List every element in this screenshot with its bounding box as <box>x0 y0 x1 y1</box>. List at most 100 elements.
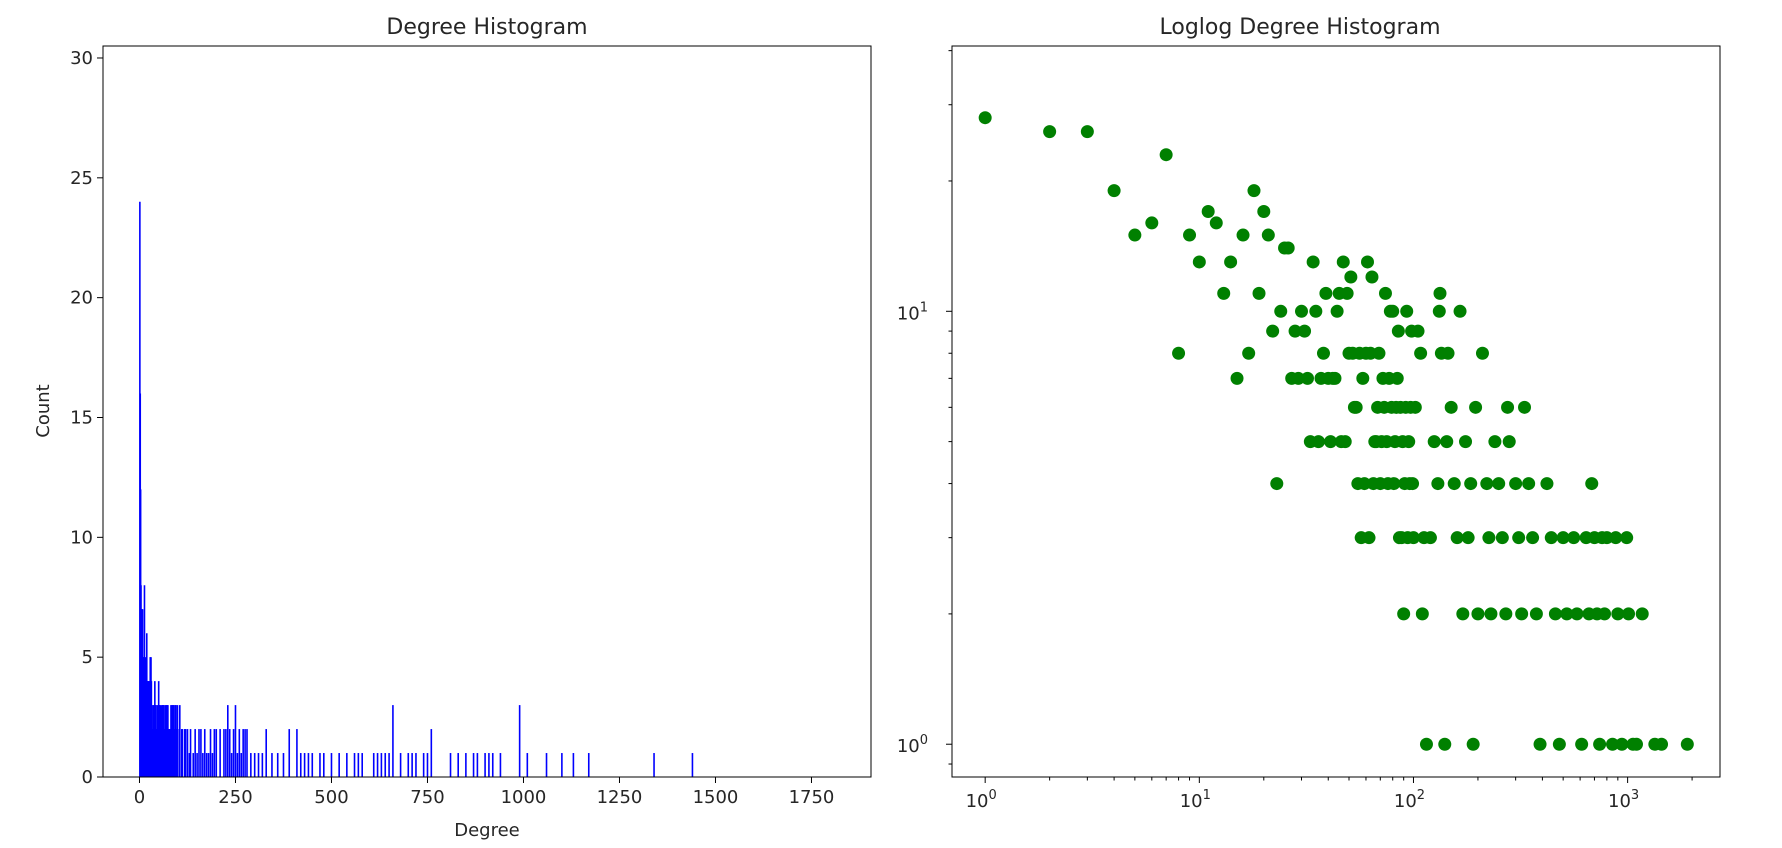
scatter-point <box>1522 477 1536 491</box>
scatter-point <box>1362 531 1376 545</box>
scatter-point <box>1475 346 1489 360</box>
scatter-point <box>1622 607 1636 621</box>
scatter-point <box>1378 286 1392 300</box>
scatter-point <box>1311 435 1325 449</box>
x-tick-label: 0 <box>134 787 145 808</box>
scatter-point <box>1526 531 1540 545</box>
scatter-point <box>1484 607 1498 621</box>
scatter-point <box>1440 435 1454 449</box>
scatter-point <box>1270 477 1284 491</box>
scatter-point <box>1298 324 1312 338</box>
scatter-point <box>1611 607 1625 621</box>
scatter-point <box>1230 371 1244 385</box>
x-tick-label: 250 <box>218 787 252 808</box>
scatter-point <box>1419 737 1433 751</box>
scatter-point <box>1328 371 1342 385</box>
scatter-point <box>1319 286 1333 300</box>
scatter-point <box>1192 255 1206 269</box>
scatter-point <box>1247 184 1261 198</box>
scatter-point <box>1415 607 1429 621</box>
scatter-point <box>1606 737 1620 751</box>
scatter-point <box>1201 205 1215 219</box>
scatter-point <box>1609 531 1623 545</box>
scatter-point <box>1281 241 1295 255</box>
scatter-point <box>1043 125 1057 139</box>
scatter-point <box>1480 477 1494 491</box>
scatter-point <box>1492 477 1506 491</box>
scatter-point <box>1390 371 1404 385</box>
scatter-point <box>1515 607 1529 621</box>
scatter-point <box>1423 531 1437 545</box>
right-chart-points <box>978 111 1694 751</box>
y-tick-label: 101 <box>897 300 928 324</box>
scatter-point <box>1402 435 1416 449</box>
scatter-point <box>1615 737 1629 751</box>
left-chart: Degree Histogram 0 250 500 750 1000 1250 1500 1… <box>33 15 872 841</box>
scatter-point <box>1499 607 1513 621</box>
scatter-point <box>1570 607 1584 621</box>
scatter-point <box>1386 304 1400 318</box>
left-x-axis-ticks: 0 250 500 750 1000 1250 1500 1750 <box>134 777 834 808</box>
scatter-point <box>1529 607 1543 621</box>
scatter-point <box>1560 607 1574 621</box>
y-tick-label: 30 <box>70 48 93 69</box>
scatter-point <box>978 111 992 125</box>
scatter-point <box>1438 737 1452 751</box>
right-chart: Loglog Degree Histogram 100 101 102 103 100… <box>897 15 1721 812</box>
scatter-point <box>1406 477 1420 491</box>
scatter-point <box>1291 371 1305 385</box>
scatter-point <box>1344 270 1358 284</box>
scatter-point <box>1349 400 1363 414</box>
right-chart-title: Loglog Degree Histogram <box>1159 15 1440 40</box>
right-plot-frame <box>951 45 1721 778</box>
scatter-point <box>1338 435 1352 449</box>
scatter-point <box>1447 477 1461 491</box>
scatter-point <box>1533 737 1547 751</box>
left-y-axis-ticks: 0 5 10 15 20 25 30 <box>70 48 103 788</box>
scatter-point <box>1466 737 1480 751</box>
scatter-point <box>1159 148 1173 162</box>
scatter-point <box>1502 435 1516 449</box>
scatter-point <box>1257 205 1271 219</box>
y-tick-label: 15 <box>70 407 93 428</box>
scatter-point <box>1459 435 1473 449</box>
left-plot-frame <box>102 45 872 778</box>
scatter-point <box>1548 607 1562 621</box>
scatter-point <box>1365 270 1379 284</box>
scatter-point <box>1411 324 1425 338</box>
scatter-point <box>1464 477 1478 491</box>
scatter-point <box>1414 346 1428 360</box>
y-tick-label: 20 <box>70 288 93 309</box>
scatter-point <box>1444 400 1458 414</box>
scatter-point <box>1471 607 1485 621</box>
scatter-point <box>1309 304 1323 318</box>
scatter-point <box>1453 304 1467 318</box>
scatter-point <box>1585 477 1599 491</box>
right-y-axis-ticks: 100 101 <box>897 50 952 765</box>
scatter-point <box>1288 324 1302 338</box>
scatter-point <box>1408 400 1422 414</box>
scatter-point <box>1433 286 1447 300</box>
scatter-point <box>1145 216 1159 230</box>
scatter-point <box>1556 531 1570 545</box>
scatter-point <box>1217 286 1231 300</box>
scatter-point <box>1431 477 1445 491</box>
left-chart-bars <box>139 201 694 777</box>
scatter-point <box>1593 737 1607 751</box>
x-tick-label: 1500 <box>693 787 739 808</box>
scatter-point <box>1224 255 1238 269</box>
scatter-point <box>1252 286 1266 300</box>
left-y-axis-label: Count <box>33 384 54 437</box>
left-x-axis-label: Degree <box>454 820 520 841</box>
scatter-point <box>1598 607 1612 621</box>
x-tick-label: 103 <box>1608 788 1639 812</box>
scatter-point <box>1552 737 1566 751</box>
scatter-point <box>1266 324 1280 338</box>
scatter-point <box>1540 477 1554 491</box>
scatter-point <box>1183 228 1197 242</box>
scatter-point <box>1372 346 1386 360</box>
scatter-point <box>1330 304 1344 318</box>
x-tick-label: 1000 <box>501 787 547 808</box>
scatter-point <box>1482 531 1496 545</box>
